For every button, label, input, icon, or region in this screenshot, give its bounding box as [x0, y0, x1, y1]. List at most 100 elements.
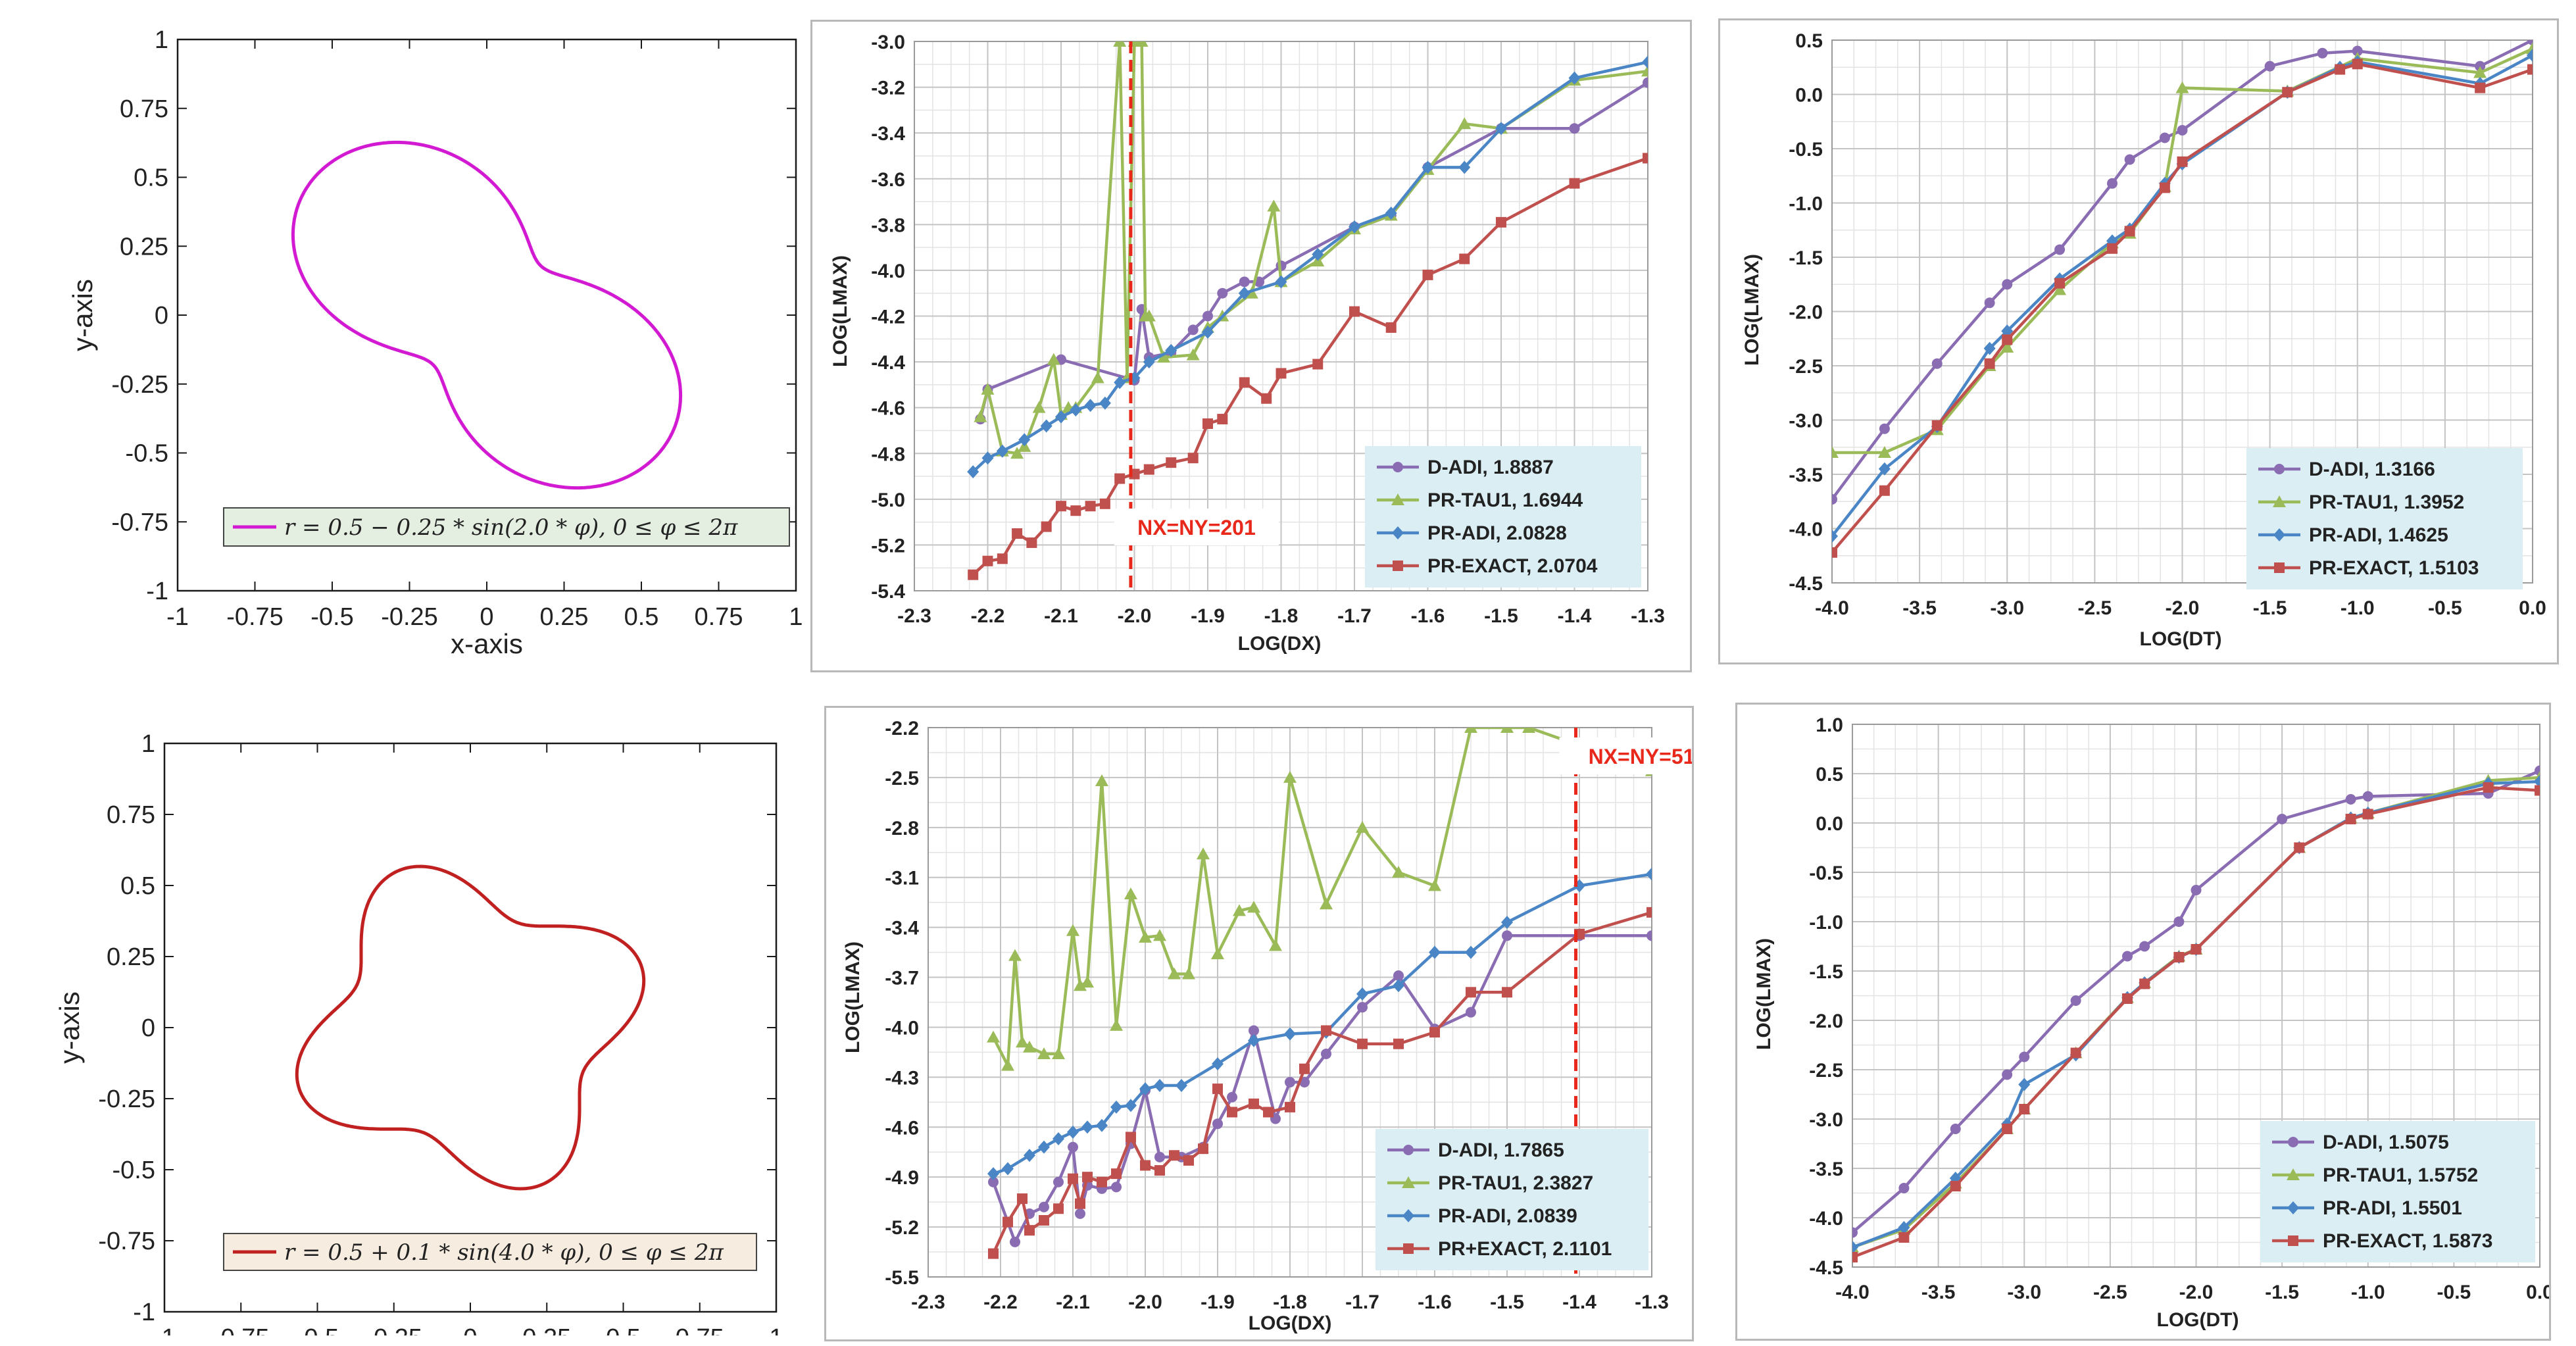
data-point	[2054, 278, 2066, 289]
data-point	[1261, 393, 1272, 404]
legend-box	[1375, 1129, 1648, 1270]
data-point	[1459, 253, 1470, 264]
y-tick-label: 0.0	[1795, 85, 1823, 107]
data-point	[1458, 117, 1472, 130]
x-tick-label: -2.1	[1044, 605, 1078, 627]
data-point	[1568, 71, 1581, 85]
data-point	[1212, 1118, 1223, 1130]
data-point	[1984, 358, 1995, 369]
data-point	[2362, 809, 2373, 820]
y-tick-label: -3.2	[871, 78, 905, 99]
data-point	[1154, 1079, 1166, 1093]
reference-label-bg	[1559, 737, 1692, 774]
data-point	[2070, 1047, 2081, 1059]
data-point	[2527, 49, 2533, 62]
x-tick-label: -0.25	[381, 603, 438, 631]
data-point	[1496, 216, 1506, 228]
data-point	[1429, 945, 1441, 959]
data-point	[1466, 1007, 1476, 1018]
data-point	[1569, 178, 1580, 189]
data-point	[2019, 1104, 2030, 1114]
data-point	[2274, 562, 2285, 573]
legend-label: PR-EXACT, 2.0704	[1427, 555, 1598, 577]
data-point	[987, 1167, 999, 1181]
data-point	[1402, 1176, 1415, 1188]
y-tick-label: 1.0	[1816, 714, 1843, 736]
legend-label: PR-EXACT, 1.5873	[2323, 1230, 2492, 1252]
data-point	[1202, 311, 1213, 322]
legend-box	[223, 1233, 757, 1271]
x-tick-label: -1.6	[1411, 605, 1445, 627]
data-point	[2535, 785, 2540, 796]
data-point	[1349, 220, 1360, 234]
x-tick-label: -0.25	[365, 1324, 422, 1335]
y-axis-label: LOG(LMAX)	[830, 255, 851, 367]
data-point	[1097, 1176, 1107, 1187]
data-point	[1422, 161, 1434, 174]
data-point	[1349, 306, 1360, 317]
data-point	[1074, 979, 1087, 991]
data-point	[2002, 1124, 2013, 1134]
y-axis-label: LOG(LMAX)	[1753, 938, 1775, 1050]
y-tick-label: 0.5	[1795, 30, 1823, 52]
data-point	[2173, 952, 2185, 962]
data-point	[2287, 1201, 2299, 1214]
legend-label: PR-EXACT, 1.5103	[2309, 557, 2479, 579]
y-tick-label: -4.4	[871, 352, 905, 374]
chart-logdx-nx201: -2.3 -2.2 -2.1 -2.0 -1.9 -1.8 -1.7 -1.6 -1.5 -1.4…	[810, 20, 1692, 672]
data-point	[1464, 728, 1477, 733]
data-point	[2124, 154, 2135, 165]
data-point	[2475, 82, 2486, 93]
data-point	[2173, 916, 2185, 927]
y-tick-label: -0.5	[1809, 862, 1843, 884]
y-tick-label: -3.0	[1809, 1109, 1843, 1131]
data-point	[1001, 1059, 1014, 1071]
data-point	[2473, 66, 2487, 78]
data-point	[1950, 1181, 1961, 1191]
data-point	[1284, 1027, 1296, 1041]
data-point	[2273, 528, 2285, 541]
data-point	[1357, 1038, 1368, 1049]
data-point	[1950, 1124, 1961, 1134]
data-point	[1878, 462, 1891, 476]
data-point	[1212, 1084, 1223, 1095]
x-tick-label: 0.0	[2526, 1282, 2549, 1303]
data-point	[1495, 122, 1507, 136]
chart-logdt-top: -4.0 -3.5 -3.0 -2.5 -2.0 -1.5 -1.0 -0.5 0.0 -4.5-…	[1718, 18, 2559, 664]
y-tick-label: 0.5	[1816, 764, 1843, 785]
x-tick-label: -1.4	[1562, 1291, 1597, 1313]
data-point	[2335, 64, 2346, 75]
x-tick-label: -0.5	[2437, 1282, 2471, 1303]
data-point	[968, 569, 979, 580]
y-tick-label: -4.6	[885, 1117, 919, 1139]
x-tick-label: -2.0	[2179, 1282, 2214, 1303]
data-point	[1202, 325, 1214, 339]
data-point	[1312, 359, 1324, 370]
y-tick-label: -3.6	[871, 169, 905, 191]
data-point	[1040, 419, 1053, 433]
x-tick-label: -1.5	[2253, 597, 2287, 619]
data-point	[2294, 842, 2305, 853]
data-point	[1114, 473, 1126, 484]
y-tick-label: -4.0	[871, 261, 905, 282]
data-point	[1392, 866, 1405, 878]
data-point	[1110, 1100, 1122, 1114]
data-point	[1276, 368, 1287, 379]
data-point	[2352, 45, 2363, 57]
data-point	[1227, 1107, 1237, 1118]
data-point	[2191, 885, 2202, 895]
data-point	[1003, 1216, 1013, 1228]
legend-label: PR-ADI, 2.0839	[1438, 1205, 1577, 1227]
x-tick-label: -0.5	[2428, 597, 2462, 619]
data-point	[1070, 403, 1082, 417]
data-point	[1239, 377, 1250, 388]
y-tick-label: -0.75	[111, 509, 168, 536]
data-point	[1285, 1076, 1295, 1087]
data-point	[1321, 1025, 1331, 1036]
data-point	[1198, 1143, 1208, 1155]
data-point	[1024, 1149, 1035, 1162]
y-tick-label: 0.25	[120, 233, 168, 261]
x-axis-label: LOG(DT)	[2157, 1309, 2239, 1331]
data-point	[1245, 286, 1258, 299]
data-point	[1139, 1082, 1151, 1096]
